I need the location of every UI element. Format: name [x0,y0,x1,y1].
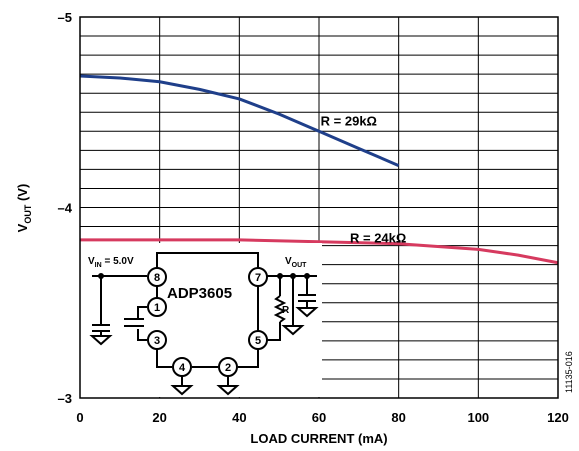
pin-number: 4 [179,362,186,374]
series-layer: R = 29kΩ R = 24kΩ [79,74,559,265]
y-tick-label: –3 [58,391,72,406]
series-line [79,74,400,167]
circuit-inset: 8 1 3 4 2 7 5 ADP3605 R VIN = 5.0V VOUT [80,243,322,397]
pin-number: 5 [255,335,261,347]
chip-outline-top [156,252,259,268]
x-tick-label: 20 [152,410,166,425]
vin-junction [98,273,104,279]
x-tick-label: 80 [391,410,405,425]
chip-outline-bottom-right [238,349,259,368]
fly-capacitor [124,318,144,327]
x-tick-label: 120 [547,410,569,425]
pin-7 [248,267,268,287]
pin-number: 7 [255,272,261,284]
x-tick-label: 100 [467,410,489,425]
pin-5 [248,330,268,350]
x-tick-label: 60 [312,410,326,425]
vout-junction-1 [277,273,283,279]
resistor-bottom-wire [267,322,281,341]
y-ticks: –5 –4 –3 [58,10,73,406]
vout-junction-3 [304,273,310,279]
plot-frame [79,16,559,399]
vin-label: VIN = 5.0V [88,256,134,269]
pin-4 [172,357,192,377]
y-axis-title: VOUT (V) [15,184,33,233]
ground-icon [170,385,194,396]
ground-icon [216,385,240,396]
y-tick-label: –4 [58,201,73,216]
y-tick-label: –5 [58,10,72,25]
x-ticks: 0 20 40 60 80 100 120 [76,410,568,425]
chip-name: ADP3605 [167,285,232,302]
pin-3 [147,330,167,350]
resistor-label: R [282,305,290,316]
pin-8 [147,267,167,287]
vout-junction-2 [290,273,296,279]
ground-icon [295,307,319,318]
fly-cap-wire [137,306,147,341]
pin-number: 3 [154,335,160,347]
series-label: R = 29kΩ [321,114,377,129]
pin-number: 8 [154,272,160,284]
resistor [273,295,287,323]
x-tick-label: 0 [76,410,83,425]
x-axis-title: LOAD CURRENT (mA) [250,431,387,446]
figure-id: 11135-016 [564,351,574,393]
pin-number: 2 [225,362,231,374]
x-tick-label: 40 [232,410,246,425]
ground-icon [89,335,113,346]
ground-icon [281,325,305,336]
pin-1 [147,297,167,317]
chip-outline-bottom-left [156,349,172,368]
pin-number: 1 [154,302,160,314]
series-line [80,238,559,265]
series-label: R = 24kΩ [350,231,406,246]
vout-label: VOUT [285,256,307,269]
pin-2 [218,357,238,377]
